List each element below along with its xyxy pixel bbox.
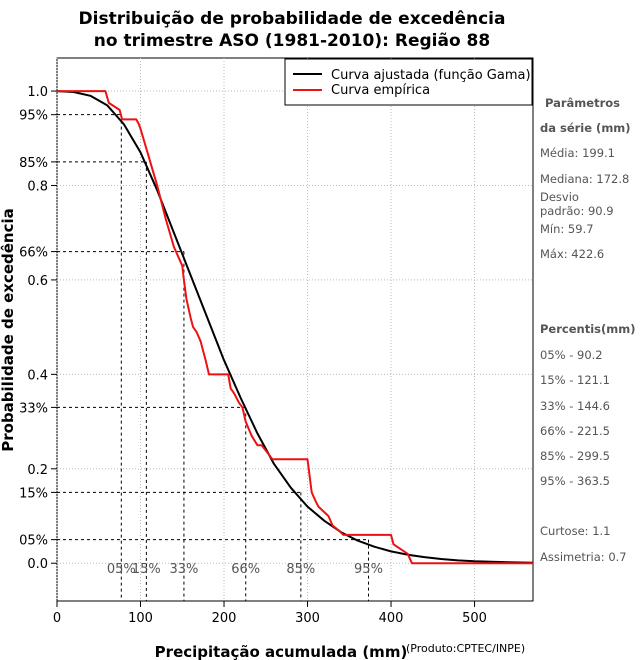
- percentile-marker-label: 66%: [231, 562, 260, 577]
- percentile-marker-label: 33%: [169, 562, 198, 577]
- percentile-guides: [57, 114, 369, 601]
- percentil-item: 05% - 90.2: [540, 348, 603, 362]
- params-subtitle: da série (mm): [540, 121, 631, 135]
- x-tick-label: 200: [212, 611, 237, 626]
- y-tick-label: 33%: [19, 401, 48, 416]
- y-tick-label: 0.6: [27, 274, 48, 289]
- x-tick-label: 400: [379, 611, 404, 626]
- percentile-marker-label: 85%: [286, 562, 315, 577]
- credit-text: (Produto:CPTEC/INPE): [406, 642, 525, 655]
- x-tick-label: 100: [128, 611, 153, 626]
- side-panel: Parâmetros da série (mm) Média: 199.1 Me…: [540, 96, 635, 564]
- fitted-gamma-curve: [56, 90, 534, 564]
- x-tick-label: 300: [295, 611, 320, 626]
- y-tick-label: 0.2: [27, 463, 48, 478]
- y-tick-label: 05%: [19, 534, 48, 549]
- percentile-marker-label: 95%: [354, 562, 383, 577]
- percentis-title: Percentis(mm): [540, 322, 635, 336]
- y-tick-label: 0.8: [27, 179, 48, 194]
- param-curtose: Curtose: 1.1: [540, 524, 610, 538]
- y-tick-label: 15%: [19, 486, 48, 501]
- x-axis-label: Precipitação acumulada (mm): [155, 643, 408, 660]
- x-axis: 0 100 200 300 400 500: [53, 601, 487, 626]
- params-title: Parâmetros: [545, 96, 620, 110]
- y-tick-label: 66%: [19, 246, 48, 261]
- percentil-item: 33% - 144.6: [540, 399, 610, 413]
- y-axis-label: Probabilidade de excedência: [0, 208, 17, 452]
- y-axis: 1.0 95% 85% 0.8 66% 0.6 0.4 33% 0.2 15% 05% 0.0: [19, 85, 57, 572]
- percentile-marker-label: 05%: [107, 562, 136, 577]
- param-max: Máx: 422.6: [540, 247, 604, 261]
- param-min: Mín: 59.7: [540, 222, 594, 236]
- percentil-item: 15% - 121.1: [540, 373, 610, 387]
- chart-title-line2: no trimestre ASO (1981-2010): Região 88: [94, 31, 490, 51]
- param-mediana: Mediana: 172.8: [540, 172, 629, 186]
- y-tick-label: 95%: [19, 109, 48, 124]
- param-assimetria: Assimetria: 0.7: [540, 550, 627, 564]
- y-tick-label: 0.0: [27, 557, 48, 572]
- y-tick-label: 85%: [19, 156, 48, 171]
- legend: Curva ajustada (função Gama) Curva empír…: [284, 58, 533, 106]
- legend-label-fitted: Curva ajustada (função Gama): [331, 68, 531, 83]
- grid: [56, 58, 533, 601]
- y-tick-label: 0.4: [27, 368, 48, 383]
- x-tick-label: 0: [53, 611, 61, 626]
- param-desvio-line1: Desvio: [540, 190, 579, 204]
- legend-box: [284, 58, 533, 106]
- percentil-item: 66% - 221.5: [540, 424, 610, 438]
- y-tick-label: 1.0: [27, 85, 48, 100]
- plot-frame: [56, 57, 534, 602]
- x-tick-label: 500: [462, 611, 487, 626]
- percentil-item: 95% - 363.5: [540, 474, 610, 488]
- legend-label-empirical: Curva empírica: [331, 83, 430, 98]
- series-layer: [56, 90, 534, 565]
- chart-title-line1: Distribuição de probabilidade de excedên…: [79, 9, 506, 29]
- param-media: Média: 199.1: [540, 146, 615, 160]
- percentil-item: 85% - 299.5: [540, 449, 610, 463]
- percentile-labels: 05%15% 33% 66% 85% 95%: [107, 562, 383, 577]
- percentile-marker-label: 15%: [132, 562, 161, 577]
- empirical-curve: [57, 90, 533, 565]
- param-desvio-line2: padrão: 90.9: [540, 204, 614, 218]
